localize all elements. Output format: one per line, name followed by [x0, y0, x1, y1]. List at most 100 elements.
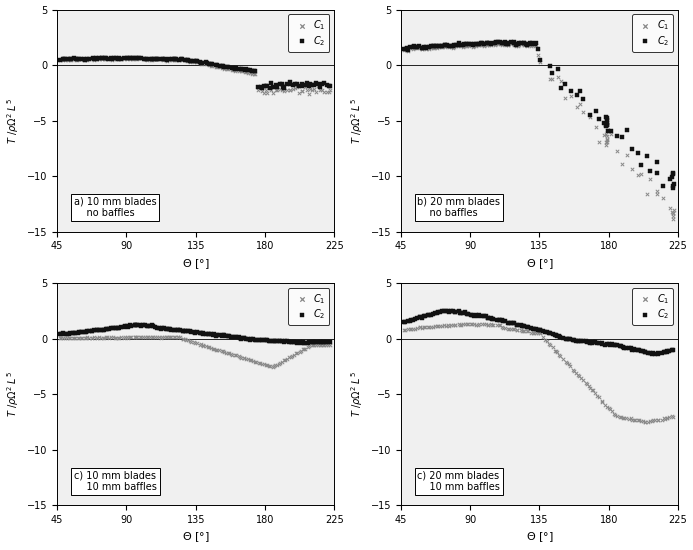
Point — [79, 327, 90, 336]
Point — [435, 308, 446, 317]
Point — [249, 67, 260, 75]
Point — [202, 60, 213, 69]
Point — [430, 42, 441, 51]
Point — [465, 41, 476, 50]
Point — [91, 326, 103, 335]
Point — [216, 62, 227, 70]
Point — [569, 336, 580, 345]
Point — [626, 165, 637, 174]
Point — [554, 332, 565, 340]
Point — [186, 56, 197, 65]
Point — [486, 321, 498, 329]
Point — [79, 56, 90, 64]
Text: c) 10 mm blades
    10 mm baffles: c) 10 mm blades 10 mm baffles — [73, 470, 157, 492]
Point — [419, 44, 430, 53]
Point — [224, 349, 235, 358]
Point — [608, 409, 620, 418]
Point — [113, 333, 124, 342]
Point — [295, 347, 306, 356]
Point — [658, 414, 669, 422]
Point — [640, 348, 651, 356]
Point — [243, 334, 254, 343]
Point — [521, 322, 532, 331]
Point — [522, 42, 533, 51]
Point — [86, 327, 97, 336]
Point — [157, 55, 168, 64]
Point — [220, 348, 231, 357]
Point — [253, 85, 264, 94]
Point — [532, 329, 543, 338]
Point — [584, 384, 595, 393]
Point — [98, 333, 109, 342]
Point — [245, 335, 256, 344]
Point — [509, 40, 520, 48]
Point — [416, 45, 427, 53]
Point — [240, 65, 251, 74]
Point — [113, 54, 124, 63]
Point — [488, 40, 499, 49]
Point — [240, 65, 252, 74]
Point — [628, 345, 639, 354]
Point — [611, 131, 622, 140]
Point — [590, 107, 602, 116]
Point — [202, 329, 213, 338]
Point — [619, 343, 630, 352]
Point — [565, 87, 577, 96]
Point — [405, 324, 416, 333]
Point — [414, 312, 425, 321]
Point — [622, 151, 633, 160]
Point — [191, 58, 202, 67]
Point — [155, 324, 166, 333]
Point — [464, 41, 475, 50]
Point — [532, 326, 543, 334]
Point — [184, 56, 195, 65]
Point — [153, 55, 164, 64]
Point — [584, 338, 595, 347]
Point — [460, 40, 471, 48]
Point — [291, 338, 302, 346]
Point — [601, 130, 612, 139]
Point — [296, 82, 307, 91]
Point — [216, 63, 227, 72]
Point — [94, 333, 105, 342]
Point — [643, 417, 654, 426]
Point — [56, 329, 67, 338]
Point — [299, 83, 310, 92]
Point — [496, 39, 507, 47]
Point — [153, 333, 164, 342]
Point — [457, 308, 468, 317]
Point — [130, 333, 141, 342]
Point — [303, 89, 314, 98]
Point — [547, 69, 558, 78]
Point — [521, 39, 532, 48]
Point — [238, 334, 249, 343]
Point — [494, 321, 505, 329]
Point — [418, 323, 429, 332]
Point — [602, 135, 613, 144]
Point — [230, 67, 241, 75]
Point — [140, 54, 151, 63]
Point — [247, 335, 258, 344]
Point — [602, 126, 613, 135]
Point — [221, 64, 232, 73]
Point — [404, 325, 415, 334]
Point — [261, 336, 272, 344]
Point — [242, 66, 253, 75]
Point — [227, 333, 238, 342]
Point — [587, 386, 598, 394]
Point — [255, 336, 266, 344]
Point — [444, 42, 455, 51]
Point — [176, 56, 187, 64]
Point — [59, 54, 70, 63]
Point — [304, 338, 315, 346]
Point — [119, 333, 130, 342]
Point — [525, 39, 536, 47]
Point — [614, 412, 625, 421]
Point — [648, 349, 659, 358]
Point — [641, 189, 652, 198]
Point — [63, 329, 74, 338]
Point — [617, 414, 629, 422]
Point — [577, 95, 588, 103]
Point — [450, 40, 462, 49]
Point — [91, 333, 103, 342]
